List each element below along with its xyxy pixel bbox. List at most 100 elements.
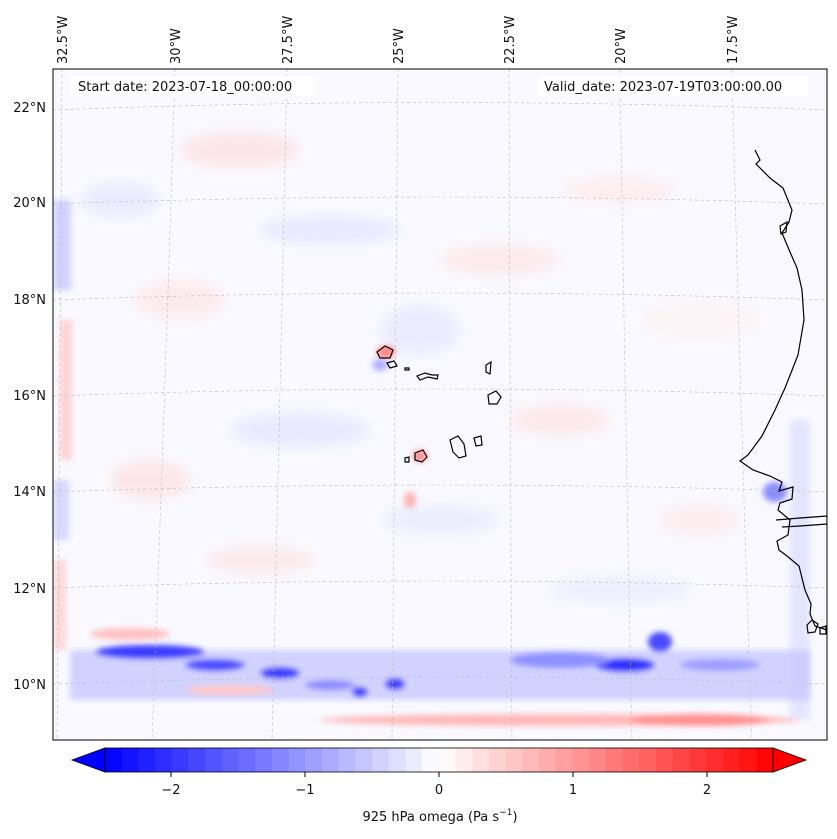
- colorbar-cell: [405, 748, 423, 772]
- colorbar-cell: [188, 748, 206, 772]
- colorbar-cell: [672, 748, 690, 772]
- lat-tick-label: 12°N: [13, 582, 46, 597]
- colorbar-cell: [155, 748, 173, 772]
- colorbar-cell: [706, 748, 724, 772]
- island-maio: [473, 435, 483, 447]
- colorbar-cell: [622, 748, 640, 772]
- colorbar-cell: [756, 748, 774, 772]
- colorbar-cell: [372, 748, 390, 772]
- lat-tick-label: 20°N: [13, 196, 46, 211]
- colorbar-ticks: −2 −1 0 1 2: [161, 772, 711, 798]
- island-sal: [485, 360, 492, 375]
- cbar-tick-label: 0: [435, 783, 443, 798]
- lat-tick-label: 10°N: [13, 678, 46, 693]
- start-date-box: Start date: 2023-07-18_00:00:00: [70, 76, 315, 96]
- colorbar-label-exponent: −1: [499, 808, 512, 818]
- gambia-outline: [775, 515, 827, 528]
- colorbar-cell: [338, 748, 356, 772]
- colorbar-cell: [322, 748, 340, 772]
- colorbar-cell: [255, 748, 273, 772]
- lon-tick-label: 20°W: [614, 28, 629, 64]
- valid-date-box: Valid_date: 2023-07-19T03:00:00.00: [538, 76, 808, 96]
- colorbar-cell: [205, 748, 223, 772]
- colorbar-cell: [539, 748, 557, 772]
- island-santo-antao: [376, 345, 394, 359]
- cbar-tick-label: −2: [161, 783, 180, 798]
- colorbar-cell: [689, 748, 707, 772]
- colorbar-cell: [589, 748, 607, 772]
- longitude-axis: 32.5°W 30°W 27.5°W 25°W 22.5°W 20°W 17.5…: [56, 16, 741, 64]
- colorbar-cell: [121, 748, 139, 772]
- africa-coastline: [738, 149, 827, 631]
- colorbar-cell: [739, 748, 757, 772]
- gridlines: [53, 69, 827, 740]
- colorbar-cell: [455, 748, 473, 772]
- colorbar-cell: [555, 748, 574, 772]
- latitude-axis: 22°N 20°N 18°N 16°N 14°N 12°N 10°N: [13, 101, 46, 693]
- colorbar-cell: [606, 748, 624, 772]
- cbar-tick-label: −1: [295, 783, 314, 798]
- island-sao-nicolau: [416, 372, 439, 381]
- island-brava: [404, 456, 410, 463]
- colorbar-cell: [138, 748, 156, 772]
- gridline-lat-14: [53, 484, 827, 493]
- omega-field: [53, 132, 810, 726]
- colorbar-cell: [305, 748, 323, 772]
- colorbar-cell: [505, 748, 523, 772]
- island-sao-vicente: [386, 360, 398, 369]
- colorbar-extend-min: [70, 747, 106, 773]
- map-background: [53, 69, 827, 740]
- gridline-lat-10: [53, 676, 827, 685]
- bissagos-islands: [806, 619, 827, 635]
- lat-tick-label: 16°N: [13, 389, 46, 404]
- lon-tick-label: 22.5°W: [503, 16, 518, 64]
- island-fogo: [414, 449, 428, 463]
- colorbar-label-close: ): [512, 810, 517, 825]
- colorbar-cell: [489, 748, 507, 772]
- lon-tick-label: 30°W: [169, 28, 184, 64]
- lat-tick-label: 22°N: [13, 101, 46, 116]
- colorbar-cell: [221, 748, 240, 772]
- colorbar-cell: [288, 748, 306, 772]
- island-santiago: [449, 435, 467, 459]
- gridline-lat-20: [53, 196, 827, 205]
- gridline-lat-22: [53, 102, 827, 111]
- colorbar-cell: [472, 748, 490, 772]
- valid-date-label: Valid_date: 2023-07-19T03:00:00.00: [544, 80, 782, 95]
- colorbar-cell: [656, 748, 674, 772]
- colorbar-cell: [722, 748, 741, 772]
- colorbar-cell: [388, 748, 407, 772]
- colorbar-cell: [105, 748, 123, 772]
- cbar-tick-label: 2: [703, 783, 711, 798]
- lon-tick-label: 32.5°W: [56, 16, 71, 64]
- colorbar-cell: [272, 748, 290, 772]
- colorbar-label-main: 925 hPa omega (Pa s: [362, 810, 499, 825]
- colorbar-cell: [171, 748, 189, 772]
- colorbar-cells: [105, 748, 774, 772]
- colorbar-cell: [639, 748, 657, 772]
- colorbar-cell: [439, 748, 457, 772]
- coastlines: [376, 149, 827, 635]
- start-date-label: Start date: 2023-07-18_00:00:00: [78, 80, 292, 95]
- lat-tick-label: 18°N: [13, 293, 46, 308]
- colorbar-cell: [238, 748, 256, 772]
- colorbar-label: 925 hPa omega (Pa s−1): [362, 808, 517, 825]
- lon-tick-label: 17.5°W: [726, 16, 741, 64]
- map-frame: [52, 68, 828, 741]
- coastal-island-north: [779, 220, 788, 235]
- colorbar: −2 −1 0 1 2 925 hPa omega (Pa s−1): [70, 747, 808, 825]
- colorbar-cell: [422, 748, 440, 772]
- gridline-lat-18: [53, 292, 827, 301]
- map-panel: Start date: 2023-07-18_00:00:00 Valid_da…: [52, 68, 828, 741]
- colorbar-cell: [522, 748, 540, 772]
- colorbar-cell: [572, 748, 590, 772]
- colorbar-cell: [355, 748, 373, 772]
- lat-tick-label: 14°N: [13, 485, 46, 500]
- colorbar-extend-max: [772, 747, 808, 773]
- island-boa-vista: [487, 390, 502, 405]
- cbar-tick-label: 1: [569, 783, 577, 798]
- lon-tick-label: 25°W: [392, 28, 407, 64]
- lon-tick-label: 27.5°W: [281, 16, 296, 64]
- island-santa-luzia: [404, 367, 410, 371]
